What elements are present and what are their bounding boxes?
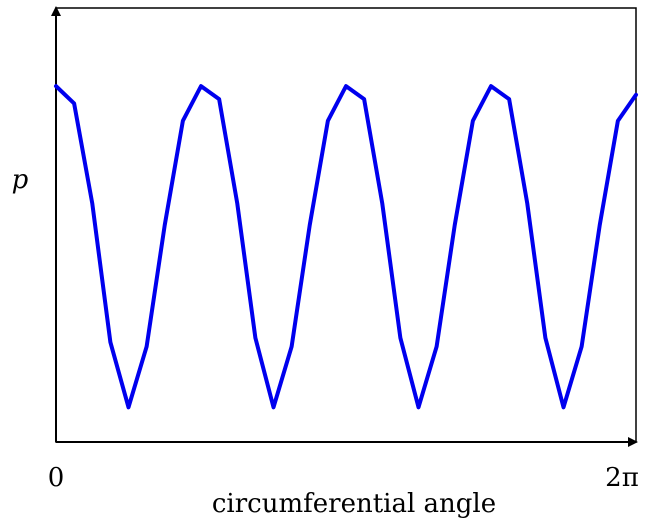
y-axis-label: p xyxy=(12,165,29,195)
x-tick-label-2pi: 2π xyxy=(605,463,639,493)
plot-frame xyxy=(55,7,637,443)
x-axis-label: circumferential angle xyxy=(212,489,496,519)
series-line xyxy=(54,84,638,410)
x-tick-label-0: 0 xyxy=(48,463,65,493)
